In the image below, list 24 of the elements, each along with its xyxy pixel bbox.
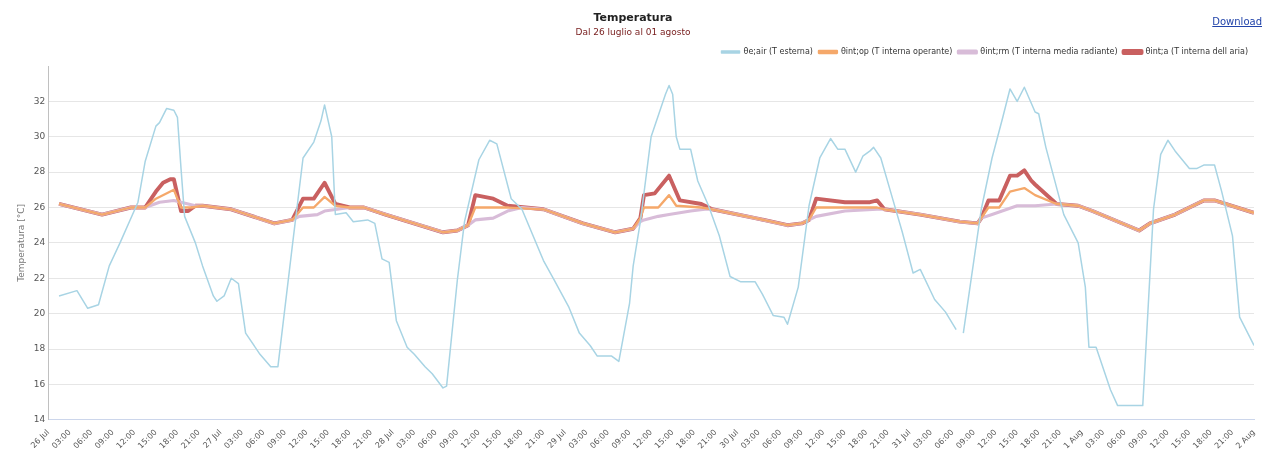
y-axis-title: Temperatura [°C] — [15, 203, 26, 283]
chart-subtitle: Dal 26 luglio al 01 agosto — [575, 26, 692, 37]
legend-label: θint;op (T interna operante) — [840, 47, 953, 57]
x-tick-label: 27 Jul — [201, 427, 224, 450]
y-tick-label: 28 — [33, 166, 46, 177]
y-tick-label: 26 — [33, 201, 46, 212]
y-tick-label: 30 — [33, 131, 46, 142]
legend-label: θint;rm (T interna media radiante) — [980, 47, 1118, 57]
legend-label: θe;air (T esterna) — [743, 47, 813, 57]
x-tick-label: 26 Jul — [28, 427, 52, 450]
y-tick-label: 14 — [33, 414, 46, 425]
x-tick-label: 30 Jul — [717, 427, 741, 450]
x-tick-label: 28 Jul — [373, 427, 396, 450]
y-tick-label: 24 — [33, 237, 46, 248]
y-tick-label: 32 — [33, 95, 46, 106]
y-tick-label: 20 — [33, 307, 46, 318]
y-tick-label: 22 — [33, 272, 46, 283]
legend-label: θint;a (T interna dell aria) — [1145, 47, 1249, 57]
y-tick-label: 16 — [33, 378, 46, 389]
chart-title: Temperatura — [593, 11, 673, 25]
x-tick-label: 29 Jul — [545, 427, 568, 450]
x-tick-label: 31 Jul — [890, 427, 913, 450]
text: Download — [1212, 16, 1262, 27]
y-tick-label: 18 — [33, 343, 46, 354]
